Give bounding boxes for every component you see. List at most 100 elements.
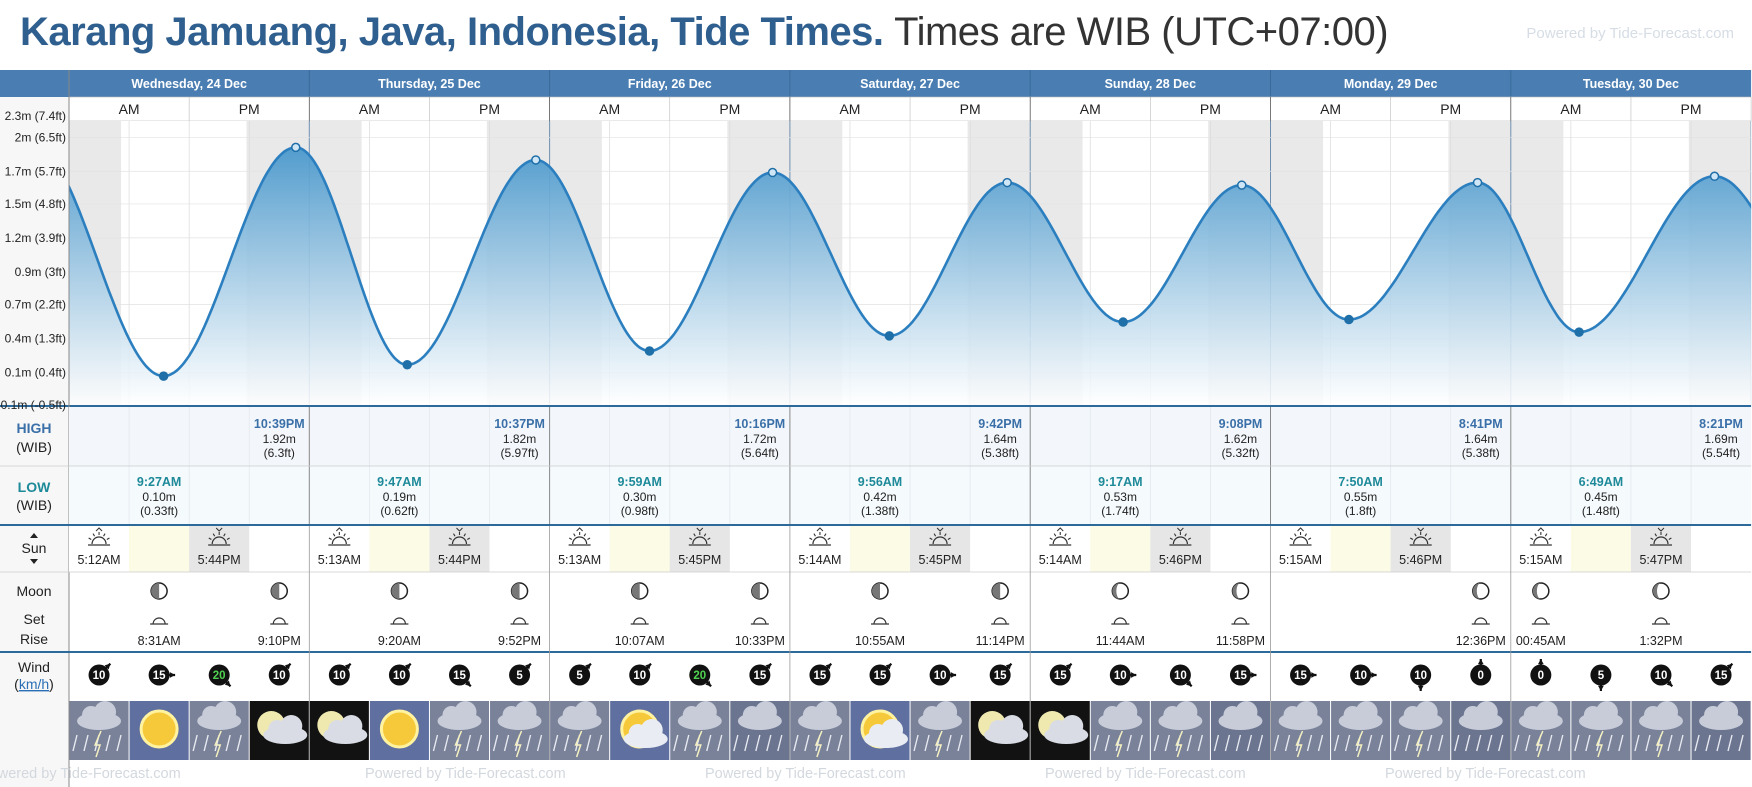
weather-storm-icon [910,701,970,760]
weather-rain-icon [1451,701,1511,760]
day-header: Wednesday, 24 Dec [131,77,247,91]
weather-storm-icon [189,701,249,760]
sun-arrow [95,527,103,532]
cloud-shape [1398,701,1443,730]
moon-phase-icon [150,582,168,600]
rain-streak [1377,734,1384,752]
am-label: AM [1080,101,1101,117]
wind-speed: 10 [93,670,106,682]
y-tick-label-clipped: 2.3m (7.4ft) [5,109,66,123]
sun-arrow [1537,527,1545,532]
wind-arrow-head [1371,672,1377,678]
wind-speed: 0 [1478,670,1484,682]
moon-shadow [1232,583,1241,599]
wind-circle [749,664,771,686]
rain-streak [946,734,952,752]
sun-arc [1292,536,1309,545]
cloud-part [694,701,717,723]
rain-streak [596,734,603,752]
low-tide-point [884,331,895,341]
weather-storm-icon [1571,701,1631,760]
powered-by-watermark: Powered by Tide-Forecast.com [705,766,906,782]
sun-ray [1067,537,1071,540]
cloud-part [1535,701,1558,723]
wind-circle [1470,664,1492,686]
wind-arrow-head [585,663,591,670]
low-tide-height-m: 0.53m [1104,490,1137,504]
high-tide-point [1472,177,1483,188]
page-title: Karang Jamuang, Java, Indonesia, Tide Ti… [20,10,1389,55]
low-tide-height-m: 0.10m [142,490,175,504]
rain-streak [1224,734,1231,752]
wind-speed: 15 [1715,670,1728,682]
low-tide-height-m: 0.42m [863,490,896,504]
low-tide-time: 9:17AM [1098,475,1142,489]
weather-storm-icon [69,701,129,760]
rain-streak [1618,734,1624,752]
sun-ray [1665,533,1668,537]
high-tide-height-ft: (5.32ft) [1221,446,1259,460]
moon-phase-icon [871,582,889,600]
rain-streak [1727,734,1733,752]
rain-streak [766,734,772,752]
y-tick-label: 2m (6.5ft) [15,130,66,144]
wind-indicator: 10 [629,662,652,686]
rain-streak [72,734,78,752]
high-tide-height-ft: (5.38ft) [1462,446,1500,460]
rain-streak [1525,734,1531,752]
wind-arrow-head [1726,663,1733,670]
wind-unit-link[interactable]: km/h [19,676,49,692]
sun-ray [1304,533,1308,537]
low-tide-time: 9:56AM [858,475,902,489]
weather-night-cloud-icon [1030,701,1090,760]
cloud-shape [1518,701,1563,730]
wind-arrow-head [825,663,832,670]
sun-arc [932,536,948,545]
wind-circle [1410,664,1432,686]
sun-arc [572,536,588,545]
sun-ray [1428,537,1432,540]
cloud-shape [864,719,909,748]
wind-circle [1650,664,1672,686]
cloud-part [1595,701,1618,723]
moon-set-time: 11:44AM [1096,634,1145,648]
moon-rise-icon [1531,617,1550,625]
pm-label: PM [1440,101,1461,117]
low-tide-height-ft: (1.38ft) [861,504,899,518]
sun-ray [587,537,591,540]
rain-streak [673,734,679,752]
high-tide-time: 9:08PM [1219,417,1263,431]
wind-arrow-head [1131,672,1137,678]
weather-sun-icon [129,701,189,760]
am-label: AM [1320,101,1341,117]
wind-circle [1109,664,1131,686]
day-header-bar [0,70,1752,97]
low-label: LOW [18,479,51,495]
high-tide-height-m: 1.72m [743,432,776,446]
sun-ray [1187,537,1192,540]
sunset-icon [688,527,711,546]
moon-shadow [992,583,1001,599]
rain-streak [684,734,690,752]
weather-night-cloud-icon [249,701,309,760]
rain-streak [1716,734,1722,752]
rain-streak [804,734,810,752]
sun-arc [1533,536,1549,545]
high-tide-time: 8:41PM [1459,417,1503,431]
day-header: Friday, 26 Dec [628,77,712,91]
moon-rise-icon [750,617,769,625]
sun-ray [1410,537,1414,540]
rain-streak [717,734,723,752]
rain-streak [525,734,532,752]
y-tick-label: 0.7m (2.2ft) [5,297,66,311]
sunrise-icon [808,527,831,546]
powered-by-badge[interactable]: Powered by Tide-Forecast.com [1526,25,1734,42]
sun-arc [812,536,828,545]
sun-arrow [1056,527,1064,532]
wind-circle [268,664,290,686]
wind-indicator: 10 [1350,664,1377,686]
sun-ray [944,533,947,537]
moon-set-time: 9:20AM [378,634,421,648]
sun-arc [1052,536,1068,545]
sun-ray [1053,533,1057,537]
